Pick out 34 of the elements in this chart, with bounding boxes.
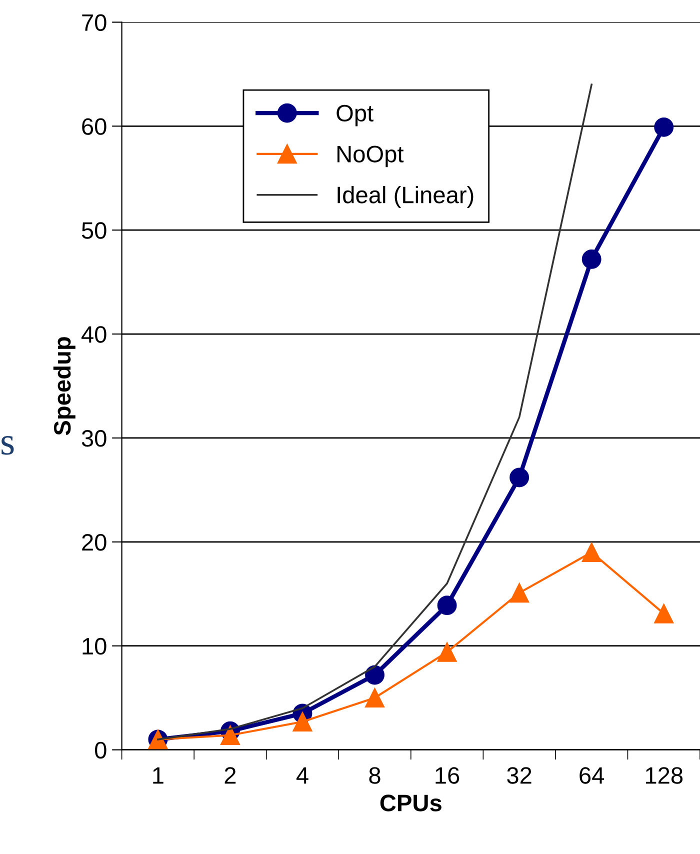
- point: [437, 596, 457, 616]
- x-axis-title: CPUs: [380, 794, 442, 812]
- x-tick-label: 2: [224, 767, 236, 784]
- legend-label: Opt: [336, 104, 374, 126]
- y-tick-label: 10: [82, 638, 106, 655]
- y-tick-label: 70: [82, 14, 106, 31]
- text: s: [2, 436, 14, 455]
- point: [365, 665, 384, 685]
- x-tick-label: 4: [296, 767, 308, 784]
- point: [220, 726, 240, 745]
- point: [654, 117, 674, 137]
- point: [582, 249, 602, 269]
- x-tick-label: 64: [580, 767, 604, 784]
- x-tick-label: 16: [436, 767, 460, 784]
- x-tick-label: 128: [646, 767, 683, 784]
- y-axis-title: Speedup: [53, 337, 76, 436]
- y-tick-label: 60: [82, 118, 106, 135]
- point: [365, 688, 384, 708]
- point: [292, 712, 312, 732]
- y-tick-label: 30: [82, 430, 106, 447]
- legend-label: Ideal (Linear): [338, 186, 474, 208]
- point: [510, 468, 530, 488]
- x-tick-label: 32: [507, 767, 532, 784]
- y-tick-label: 50: [82, 222, 106, 239]
- point: [654, 604, 674, 624]
- point: [510, 583, 530, 603]
- point: [582, 542, 602, 562]
- point: [437, 642, 457, 662]
- x-tick-label: 8: [369, 767, 380, 784]
- y-tick-label: 0: [95, 742, 106, 759]
- legend-label: NoOpt: [337, 146, 404, 168]
- x-tick-label: 1: [153, 767, 164, 784]
- y-tick-label: 20: [82, 534, 106, 551]
- y-tick-label: 40: [82, 326, 106, 343]
